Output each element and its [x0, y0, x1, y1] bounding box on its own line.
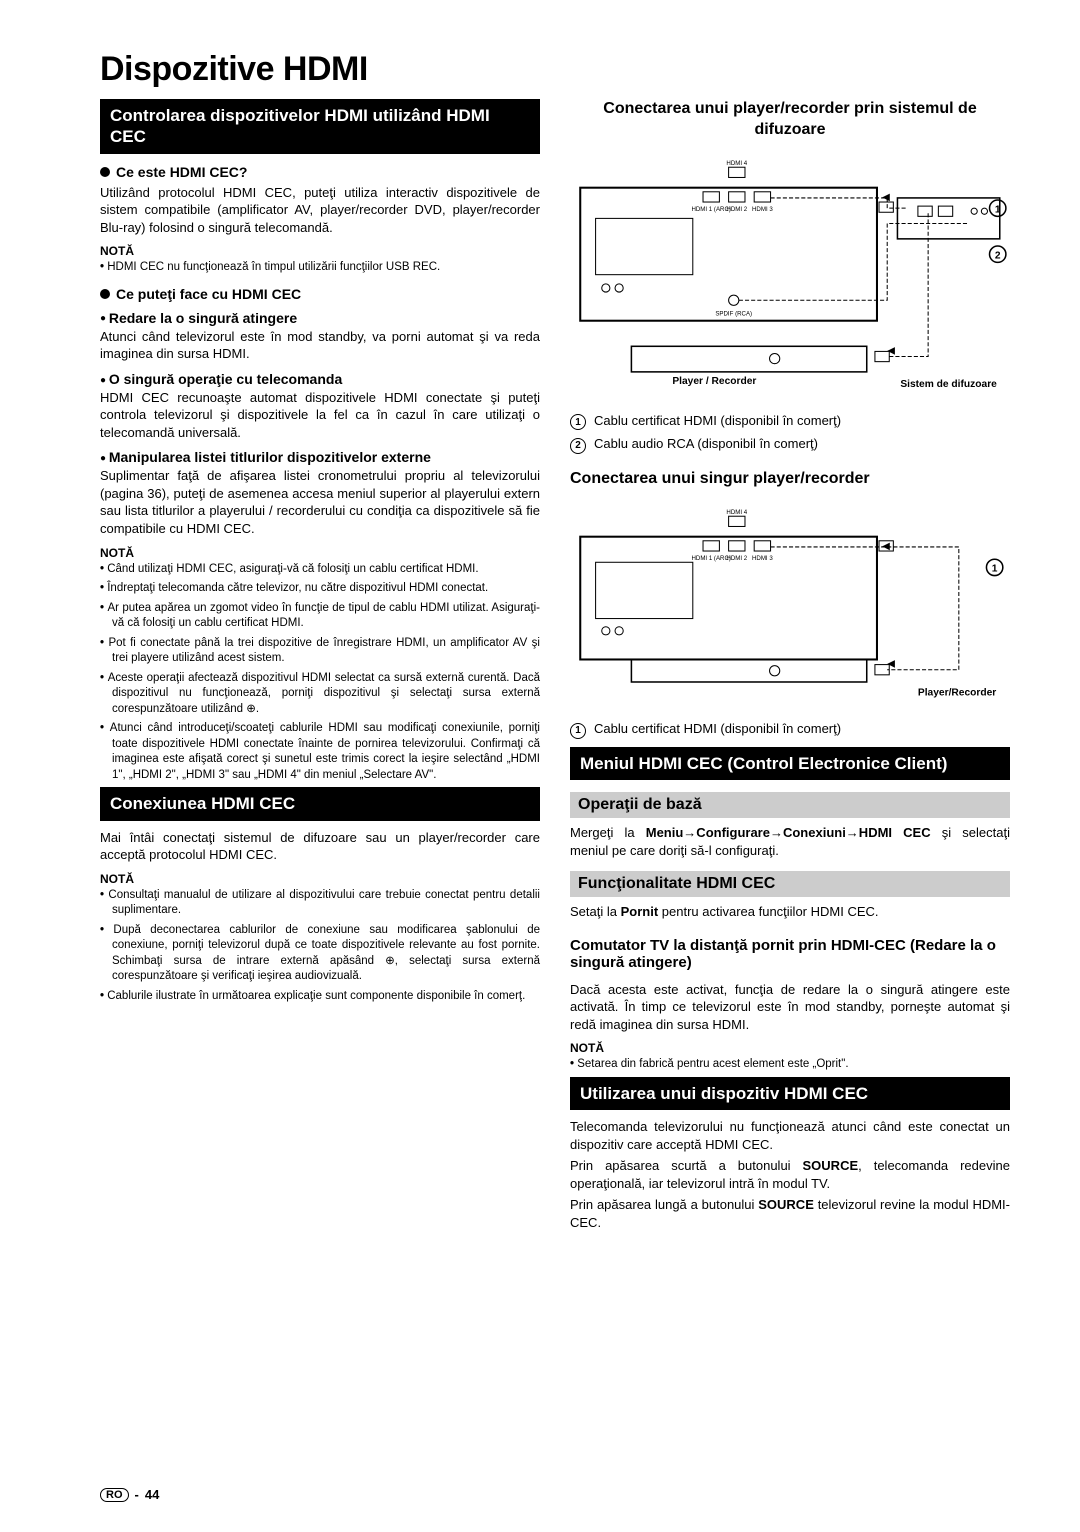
svg-text:HDMI 4: HDMI 4 [726, 509, 747, 516]
use-p3: Prin apăsarea lungă a butonului SOURCE t… [570, 1196, 1010, 1231]
subhead-what-is-cec: Ce este HDMI CEC? [100, 164, 540, 180]
cable-item-2: 2 Cablu audio RCA (disponibil în comerţ) [570, 436, 1010, 454]
subhead-remote-switch: Comutator TV la distanţă pornit prin HDM… [570, 933, 1010, 975]
cable-list-2: 1 Cablu certificat HDMI (disponibil în c… [570, 721, 1010, 739]
nota-label-1: NOTĂ [100, 244, 540, 258]
section-header-use-cec: Utilizarea unui dispozitiv HDMI CEC [570, 1077, 1010, 1110]
left-column: Controlarea dispozitivelor HDMI utilizân… [100, 99, 540, 1235]
svg-text:1: 1 [992, 563, 998, 574]
svg-text:◀: ◀ [882, 192, 890, 203]
subhead-label: Ce puteţi face cu HDMI CEC [116, 286, 301, 302]
feat-title-1: Redare la o singură atingere [114, 310, 540, 326]
page-footer: RO - 44 [100, 1487, 159, 1502]
section-header-cec-menu: Meniul HDMI CEC (Control Electronice Cli… [570, 747, 1010, 780]
cable-item-1: 1 Cablu certificat HDMI (disponibil în c… [570, 413, 1010, 431]
subhead-conn-single: Conectarea unui singur player/recorder [570, 466, 1010, 492]
section-header-cec-connection: Conexiunea HDMI CEC [100, 787, 540, 820]
nota-item: HDMI CEC nu funcţionează în timpul utili… [100, 260, 540, 276]
feat-body-2: HDMI CEC recunoaşte automat dispozitivel… [100, 389, 540, 442]
nota-list-1: HDMI CEC nu funcţionează în timpul utili… [100, 260, 540, 276]
page-title: Dispozitive HDMI [100, 50, 1010, 89]
nota-label-3: NOTĂ [100, 872, 540, 886]
cable-item-3: 1 Cablu certificat HDMI (disponibil în c… [570, 721, 1010, 739]
ops-body: Mergeţi la Meniu→Configurare→Conexiuni→H… [570, 824, 1010, 859]
svg-text:HDMI 2: HDMI 2 [726, 555, 747, 562]
feat-title-2: O singură operaţie cu telecomanda [114, 371, 540, 387]
svg-text:◀: ◀ [882, 541, 890, 552]
nota-list-3: Consultaţi manualul de utilizare al disp… [100, 888, 540, 1005]
nota-item: Cablurile ilustrate în următoarea explic… [100, 989, 540, 1005]
subhead-conn-speakers: Conectarea unui player/recorder prin sis… [570, 99, 1010, 141]
svg-text:HDMI 3: HDMI 3 [752, 206, 773, 213]
num-badge-1: 1 [570, 414, 586, 430]
nota-item: Atunci când introduceţi/scoateţi cabluri… [100, 721, 540, 783]
svg-text:HDMI 1 (ARC): HDMI 1 (ARC) [691, 206, 730, 213]
subhead-what-you-can-do: Ce puteţi face cu HDMI CEC [100, 286, 540, 302]
comm-body: Dacă acesta este activat, funcţia de red… [570, 981, 1010, 1034]
svg-text:1: 1 [995, 204, 1001, 215]
svg-text:HDMI 4: HDMI 4 [726, 160, 747, 167]
cable-label: Cablu audio RCA (disponibil în comerţ) [594, 436, 818, 451]
nota-item: Pot fi conectate până la trei dispozitiv… [100, 636, 540, 667]
svg-text:HDMI 2: HDMI 2 [726, 206, 747, 213]
num-badge-1b: 1 [570, 723, 586, 739]
svg-text:HDMI 3: HDMI 3 [752, 555, 773, 562]
svg-text:Player/Recorder: Player/Recorder [918, 687, 996, 698]
cable-list-1: 1 Cablu certificat HDMI (disponibil în c… [570, 413, 1010, 454]
content-columns: Controlarea dispozitivelor HDMI utilizân… [100, 99, 1010, 1235]
nota-item: Setarea din fabrică pentru acest element… [570, 1057, 1010, 1073]
diagram-single: HDMI 4 HDMI 1 (ARC) HDMI 2 HDMI 3 ◀ 1 ◀ … [570, 506, 1010, 700]
nota-item: După deconectarea cablurilor de conexiun… [100, 923, 540, 985]
connection-body: Mai întâi conectaţi sistemul de difuzoar… [100, 829, 540, 864]
func-body: Setaţi la Pornit pentru activarea funcţi… [570, 903, 1010, 921]
svg-text:Player / Recorder: Player / Recorder [672, 376, 756, 387]
nota-label-4: NOTĂ [570, 1041, 1010, 1055]
feat-body-3: Suplimentar faţă de afişarea listei cron… [100, 467, 540, 537]
svg-text:SPDIF (RCA): SPDIF (RCA) [715, 310, 752, 317]
footer-page-number: 44 [145, 1487, 159, 1502]
footer-region-badge: RO [100, 1488, 129, 1502]
nota-item: Când utilizaţi HDMI CEC, asiguraţi-vă că… [100, 562, 540, 578]
nota-item: Îndreptaţi telecomanda către televizor, … [100, 581, 540, 597]
nota-list-2: Când utilizaţi HDMI CEC, asiguraţi-vă că… [100, 562, 540, 784]
section-header-cec-control: Controlarea dispozitivelor HDMI utilizân… [100, 99, 540, 154]
svg-text:Sistem de difuzoare: Sistem de difuzoare [900, 379, 997, 390]
svg-text:HDMI 1 (ARC): HDMI 1 (ARC) [691, 555, 730, 562]
nota-item: Consultaţi manualul de utilizare al disp… [100, 888, 540, 919]
use-p2: Prin apăsarea scurtă a butonului SOURCE,… [570, 1157, 1010, 1192]
num-badge-2: 2 [570, 438, 586, 454]
nota-item: Aceste operaţii afectează dispozitivul H… [100, 671, 540, 718]
feat-title-3: Manipularea listei titlurilor dispozitiv… [114, 449, 540, 465]
nota-list-4: Setarea din fabrică pentru acest element… [570, 1057, 1010, 1073]
diagram-speakers: HDMI 4 HDMI 1 (ARC) HDMI 2 HDMI 3 SPDIF … [570, 157, 1010, 392]
subhead-func-cec: Funcţionalitate HDMI CEC [570, 871, 1010, 897]
body-what-is-cec: Utilizând protocolul HDMI CEC, puteţi ut… [100, 184, 540, 237]
subhead-label: Ce este HDMI CEC? [116, 164, 247, 180]
nota-item: Ar putea apărea un zgomot video în funcţ… [100, 601, 540, 632]
cable-label: Cablu certificat HDMI (disponibil în com… [594, 413, 841, 428]
right-column: Conectarea unui player/recorder prin sis… [570, 99, 1010, 1235]
svg-text:2: 2 [995, 250, 1001, 261]
nota-label-2: NOTĂ [100, 546, 540, 560]
subhead-basic-ops: Operaţii de bază [570, 792, 1010, 818]
feat-body-1: Atunci când televizorul este în mod stan… [100, 328, 540, 363]
cable-label: Cablu certificat HDMI (disponibil în com… [594, 721, 841, 736]
svg-text:◀: ◀ [887, 345, 895, 356]
use-p1: Telecomanda televizorului nu funcţioneaz… [570, 1118, 1010, 1153]
svg-text:◀: ◀ [887, 659, 895, 670]
